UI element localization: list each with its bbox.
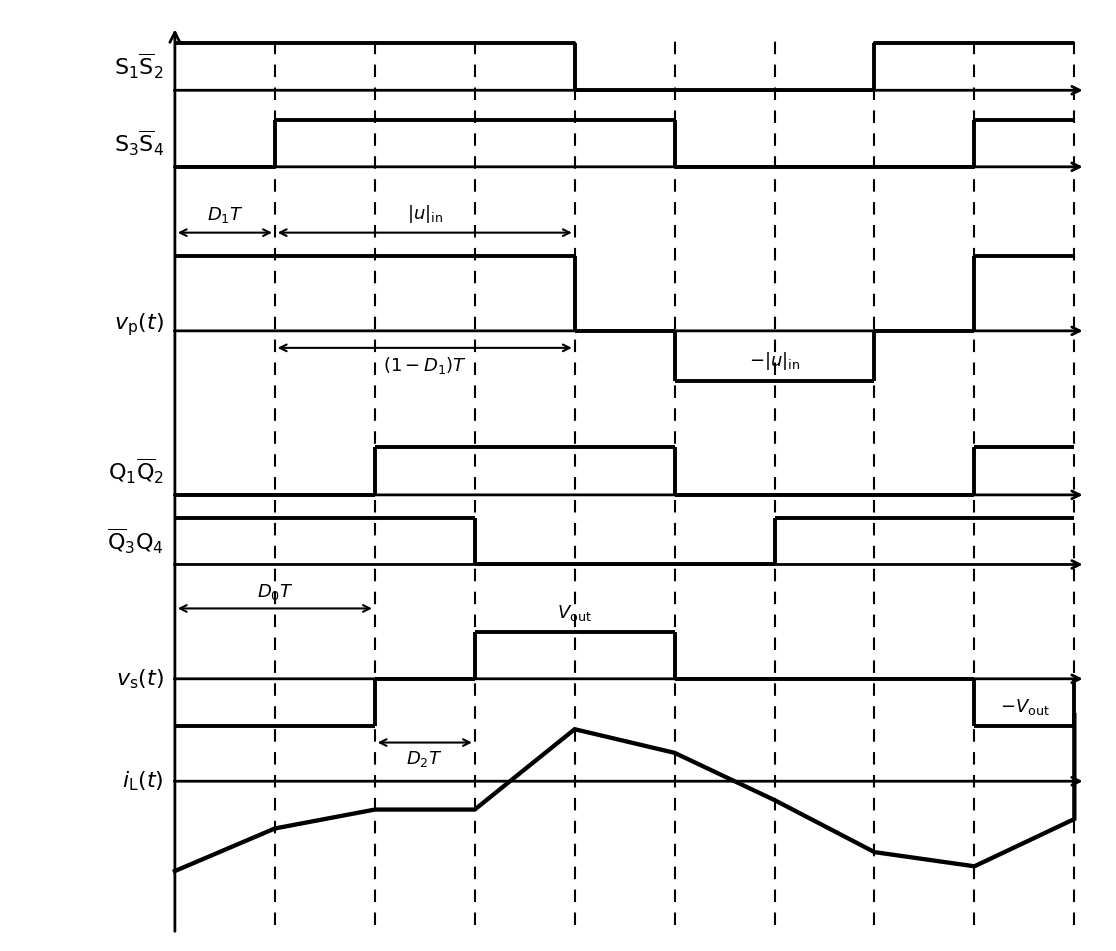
Text: $(1-D_1)T$: $(1-D_1)T$ — [383, 356, 466, 377]
Text: $D_2T$: $D_2T$ — [406, 749, 443, 769]
Text: $v_\mathrm{p}(t)$: $v_\mathrm{p}(t)$ — [114, 311, 164, 338]
Text: $V_{\rm out}$: $V_{\rm out}$ — [557, 603, 591, 623]
Text: $\mathrm{\overline{Q}_3Q_4}$: $\mathrm{\overline{Q}_3Q_4}$ — [107, 527, 164, 555]
Text: $D_0T$: $D_0T$ — [257, 582, 294, 602]
Text: $-|u|_{\rm in}$: $-|u|_{\rm in}$ — [749, 350, 800, 372]
Text: $\mathrm{Q_1\overline{Q}_2}$: $\mathrm{Q_1\overline{Q}_2}$ — [107, 456, 164, 486]
Text: $\mathrm{S_3\overline{S}_4}$: $\mathrm{S_3\overline{S}_4}$ — [114, 129, 164, 158]
Text: $-V_{\rm out}$: $-V_{\rm out}$ — [1000, 697, 1049, 717]
Text: $\mathrm{S_1\overline{S}_2}$: $\mathrm{S_1\overline{S}_2}$ — [114, 52, 164, 81]
Text: $|u|_{\rm in}$: $|u|_{\rm in}$ — [406, 204, 443, 225]
Text: $D_1T$: $D_1T$ — [206, 205, 243, 225]
Text: $i_\mathrm{L}(t)$: $i_\mathrm{L}(t)$ — [122, 769, 164, 793]
Text: $v_\mathrm{s}(t)$: $v_\mathrm{s}(t)$ — [116, 667, 164, 690]
